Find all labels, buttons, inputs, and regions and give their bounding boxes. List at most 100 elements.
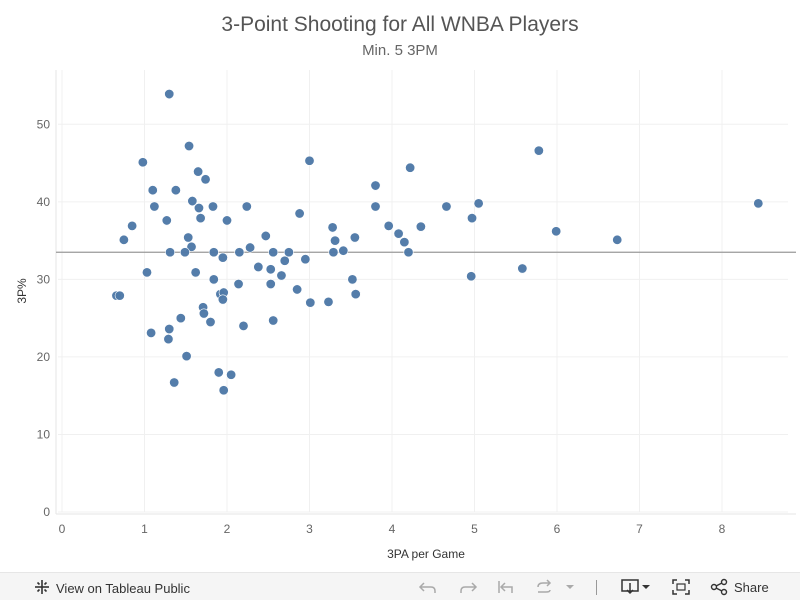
data-point	[200, 174, 211, 185]
data-point	[114, 290, 125, 301]
data-point	[208, 247, 219, 258]
y-tick-label: 40	[37, 195, 51, 209]
data-point	[283, 247, 294, 258]
data-point	[403, 247, 414, 258]
view-on-tableau-public-label: View on Tableau Public	[56, 581, 190, 596]
data-point	[473, 198, 484, 209]
tableau-toolbar: View on Tableau Public Share	[0, 572, 800, 600]
data-point	[213, 367, 224, 378]
data-point	[415, 221, 426, 232]
y-tick-label: 50	[37, 117, 51, 131]
data-point	[222, 215, 233, 226]
data-point	[753, 198, 764, 209]
data-point	[198, 308, 209, 319]
data-point	[193, 203, 204, 214]
data-point	[517, 263, 528, 274]
data-point	[330, 235, 341, 246]
data-point	[233, 279, 244, 290]
data-point	[207, 201, 218, 212]
refresh-icon[interactable]	[534, 578, 554, 596]
share-label: Share	[734, 579, 769, 595]
data-point	[338, 245, 349, 256]
data-point	[118, 234, 129, 245]
data-point	[466, 271, 477, 282]
data-point	[190, 267, 201, 278]
gridlines	[58, 70, 788, 513]
data-point	[551, 226, 562, 237]
y-tick-label: 30	[37, 272, 51, 286]
data-point	[350, 289, 361, 300]
data-point	[149, 201, 160, 212]
scatter-chart: 0 1 2 3 4 5 6 7 8 0 10 20 30 40 50 3PA per Game 3P%	[15, 70, 796, 561]
data-point	[612, 234, 623, 245]
x-tick-label: 5	[471, 522, 478, 536]
data-point	[127, 220, 138, 231]
data-point	[163, 334, 174, 345]
x-tick-label: 0	[59, 522, 66, 536]
data-point	[245, 242, 256, 253]
fullscreen-icon[interactable]	[671, 578, 691, 596]
chevron-down-icon[interactable]	[565, 578, 575, 596]
data-point	[294, 208, 305, 219]
data-point	[370, 180, 381, 191]
data-point	[179, 247, 190, 258]
share-button[interactable]: Share	[710, 578, 769, 596]
share-icon	[710, 578, 728, 596]
data-point	[292, 284, 303, 295]
data-point	[265, 264, 276, 275]
x-tick-label: 7	[636, 522, 643, 536]
data-point	[181, 351, 192, 362]
data-point	[405, 162, 416, 173]
points	[111, 89, 764, 396]
data-point	[347, 274, 358, 285]
x-axis-label: 3PA per Game	[387, 547, 465, 561]
x-tick-label: 8	[719, 522, 726, 536]
data-point	[383, 220, 394, 231]
data-point	[217, 294, 228, 305]
y-tick-label: 20	[37, 350, 51, 364]
data-point	[175, 313, 186, 324]
data-point	[208, 274, 219, 285]
data-point	[349, 232, 360, 243]
data-point	[193, 166, 204, 177]
data-point	[161, 215, 172, 226]
data-point	[217, 252, 228, 263]
data-point	[205, 317, 216, 328]
data-point	[187, 196, 198, 207]
data-point	[234, 247, 245, 258]
data-point	[268, 315, 279, 326]
tableau-logo-icon	[34, 579, 50, 598]
data-point	[268, 247, 279, 258]
data-point	[164, 89, 175, 100]
y-tick-label: 10	[37, 427, 51, 441]
view-on-tableau-public-link[interactable]: View on Tableau Public	[34, 579, 190, 598]
undo-icon[interactable]	[418, 578, 438, 596]
chart-subtitle: Min. 5 3PM	[362, 42, 438, 59]
data-point	[169, 377, 180, 388]
axes: 0 1 2 3 4 5 6 7 8 0 10 20 30 40 50	[37, 70, 796, 536]
y-axis-label: 3P%	[15, 278, 29, 304]
data-point	[279, 255, 290, 266]
data-point	[276, 270, 287, 281]
data-point	[393, 228, 404, 239]
data-point	[305, 297, 316, 308]
data-point	[370, 201, 381, 212]
revert-icon[interactable]	[496, 578, 516, 596]
redo-icon[interactable]	[458, 578, 478, 596]
data-point	[238, 320, 249, 331]
data-point	[265, 279, 276, 290]
data-point	[467, 213, 478, 224]
data-point	[137, 157, 148, 168]
x-tick-label: 6	[554, 522, 561, 536]
data-point	[164, 323, 175, 334]
data-point	[328, 247, 339, 258]
data-point	[141, 267, 152, 278]
data-point	[399, 237, 410, 248]
data-point	[441, 201, 452, 212]
data-point	[147, 185, 158, 196]
y-tick-label: 0	[43, 505, 50, 519]
download-icon[interactable]	[620, 578, 652, 596]
data-point	[241, 201, 252, 212]
data-point	[323, 296, 334, 307]
data-point	[533, 145, 544, 156]
